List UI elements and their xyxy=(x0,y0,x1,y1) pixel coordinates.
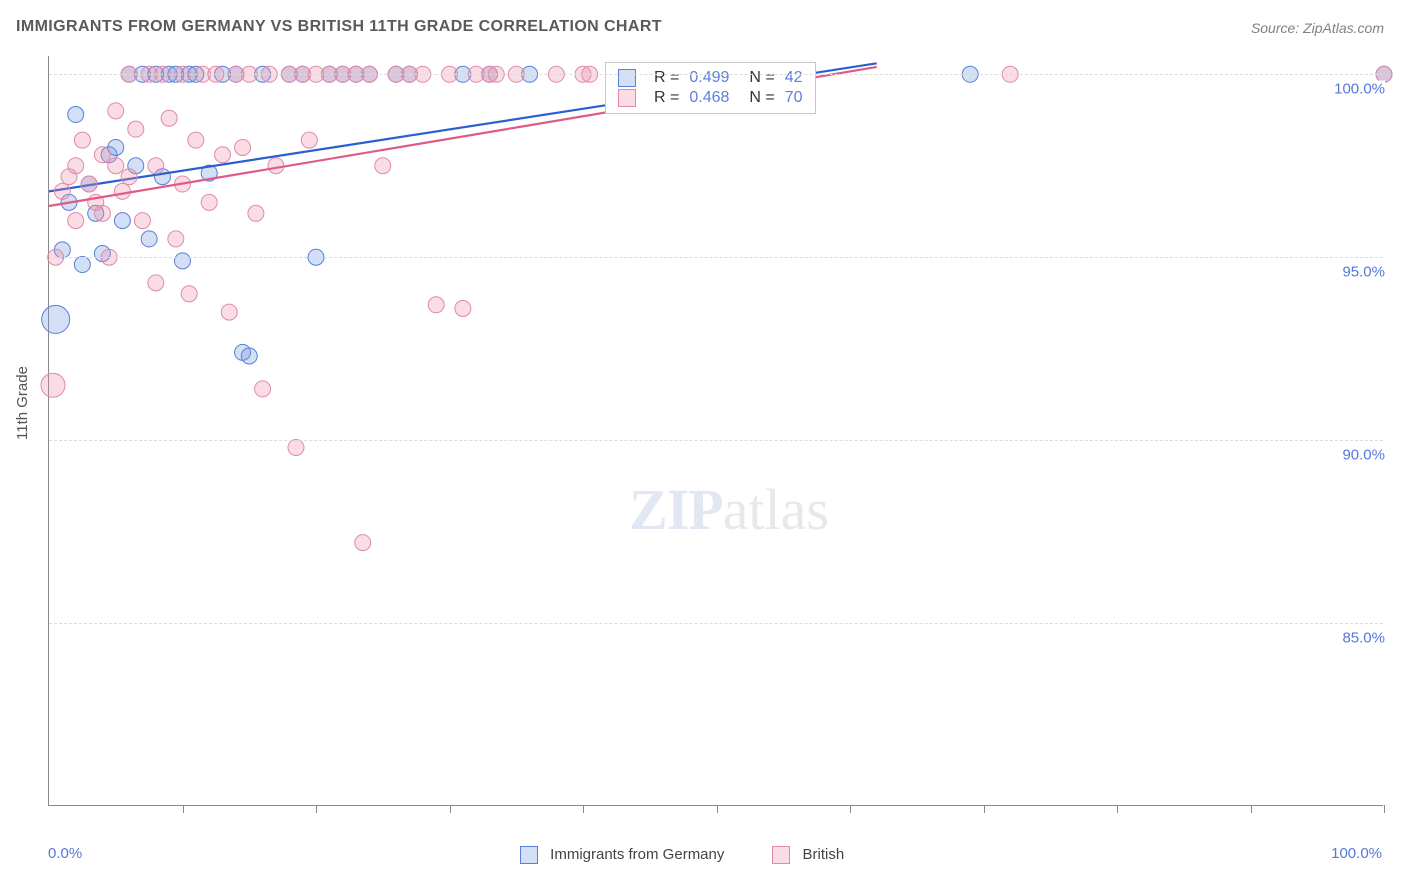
stats-row-series1: R = 0.499 N = 42 xyxy=(618,69,803,87)
scatter-point xyxy=(168,231,184,247)
scatter-point xyxy=(241,348,257,364)
x-tick xyxy=(984,805,985,813)
scatter-svg xyxy=(49,56,1383,805)
scatter-point xyxy=(255,381,271,397)
scatter-point xyxy=(181,286,197,302)
n-label-1: N = xyxy=(749,69,774,87)
scatter-point xyxy=(428,297,444,313)
scatter-point xyxy=(68,213,84,229)
x-tick xyxy=(450,805,451,813)
scatter-point xyxy=(175,253,191,269)
scatter-point xyxy=(248,205,264,221)
x-tick xyxy=(316,805,317,813)
scatter-point xyxy=(114,183,130,199)
y-tick-label: 85.0% xyxy=(1315,630,1385,647)
scatter-point xyxy=(161,110,177,126)
legend-label-series1: Immigrants from Germany xyxy=(550,846,724,863)
y-tick-label: 90.0% xyxy=(1315,447,1385,464)
chart-title: IMMIGRANTS FROM GERMANY VS BRITISH 11TH … xyxy=(16,18,662,36)
y-tick-label: 100.0% xyxy=(1315,81,1385,98)
scatter-point xyxy=(235,139,251,155)
scatter-point xyxy=(355,535,371,551)
scatter-point xyxy=(141,231,157,247)
scatter-point xyxy=(148,275,164,291)
scatter-point xyxy=(455,300,471,316)
x-tick xyxy=(583,805,584,813)
scatter-point xyxy=(268,158,284,174)
x-tick xyxy=(1251,805,1252,813)
scatter-point xyxy=(41,373,65,397)
r-value-1: 0.499 xyxy=(689,69,729,87)
n-label-2: N = xyxy=(749,89,774,107)
legend-bottom: Immigrants from Germany British xyxy=(520,846,844,864)
scatter-point xyxy=(128,121,144,137)
scatter-point xyxy=(54,183,70,199)
x-tick xyxy=(717,805,718,813)
legend-label-series2: British xyxy=(803,846,845,863)
scatter-point xyxy=(288,439,304,455)
legend-item-series2: British xyxy=(772,846,844,864)
scatter-point xyxy=(94,147,110,163)
scatter-point xyxy=(134,213,150,229)
r-value-2: 0.468 xyxy=(689,89,729,107)
x-tick xyxy=(850,805,851,813)
n-value-1: 42 xyxy=(785,69,803,87)
x-axis-label-min: 0.0% xyxy=(48,845,82,862)
scatter-point xyxy=(215,147,231,163)
scatter-point xyxy=(221,304,237,320)
scatter-point xyxy=(108,158,124,174)
swatch-series1 xyxy=(618,69,636,87)
scatter-point xyxy=(188,132,204,148)
scatter-point xyxy=(201,194,217,210)
gridline-h xyxy=(49,257,1383,258)
scatter-point xyxy=(148,158,164,174)
x-tick xyxy=(1384,805,1385,813)
legend-item-series1: Immigrants from Germany xyxy=(520,846,724,864)
scatter-point xyxy=(108,103,124,119)
gridline-h xyxy=(49,623,1383,624)
legend-swatch-series1 xyxy=(520,846,538,864)
stats-row-series2: R = 0.468 N = 70 xyxy=(618,89,803,107)
scatter-point xyxy=(301,132,317,148)
x-tick xyxy=(183,805,184,813)
r-label-2: R = xyxy=(654,89,679,107)
y-axis-label: 11th Grade xyxy=(14,366,31,440)
scatter-point xyxy=(81,176,97,192)
n-value-2: 70 xyxy=(785,89,803,107)
y-tick-label: 95.0% xyxy=(1315,264,1385,281)
gridline-h xyxy=(49,74,1383,75)
gridline-h xyxy=(49,440,1383,441)
source-attribution: Source: ZipAtlas.com xyxy=(1251,20,1384,36)
scatter-point xyxy=(68,107,84,123)
correlation-stats-box: R = 0.499 N = 42 R = 0.468 N = 70 xyxy=(605,62,816,114)
scatter-point xyxy=(114,213,130,229)
chart-container: IMMIGRANTS FROM GERMANY VS BRITISH 11TH … xyxy=(0,0,1406,892)
swatch-series2 xyxy=(618,89,636,107)
plot-area: R = 0.499 N = 42 R = 0.468 N = 70 ZIPatl… xyxy=(48,56,1383,806)
legend-swatch-series2 xyxy=(772,846,790,864)
scatter-point xyxy=(74,132,90,148)
x-axis-label-max: 100.0% xyxy=(1331,845,1382,862)
scatter-point xyxy=(94,205,110,221)
r-label-1: R = xyxy=(654,69,679,87)
scatter-point xyxy=(68,158,84,174)
scatter-point xyxy=(42,305,70,333)
scatter-point xyxy=(121,169,137,185)
scatter-point xyxy=(375,158,391,174)
x-tick xyxy=(1117,805,1118,813)
scatter-point xyxy=(74,257,90,273)
